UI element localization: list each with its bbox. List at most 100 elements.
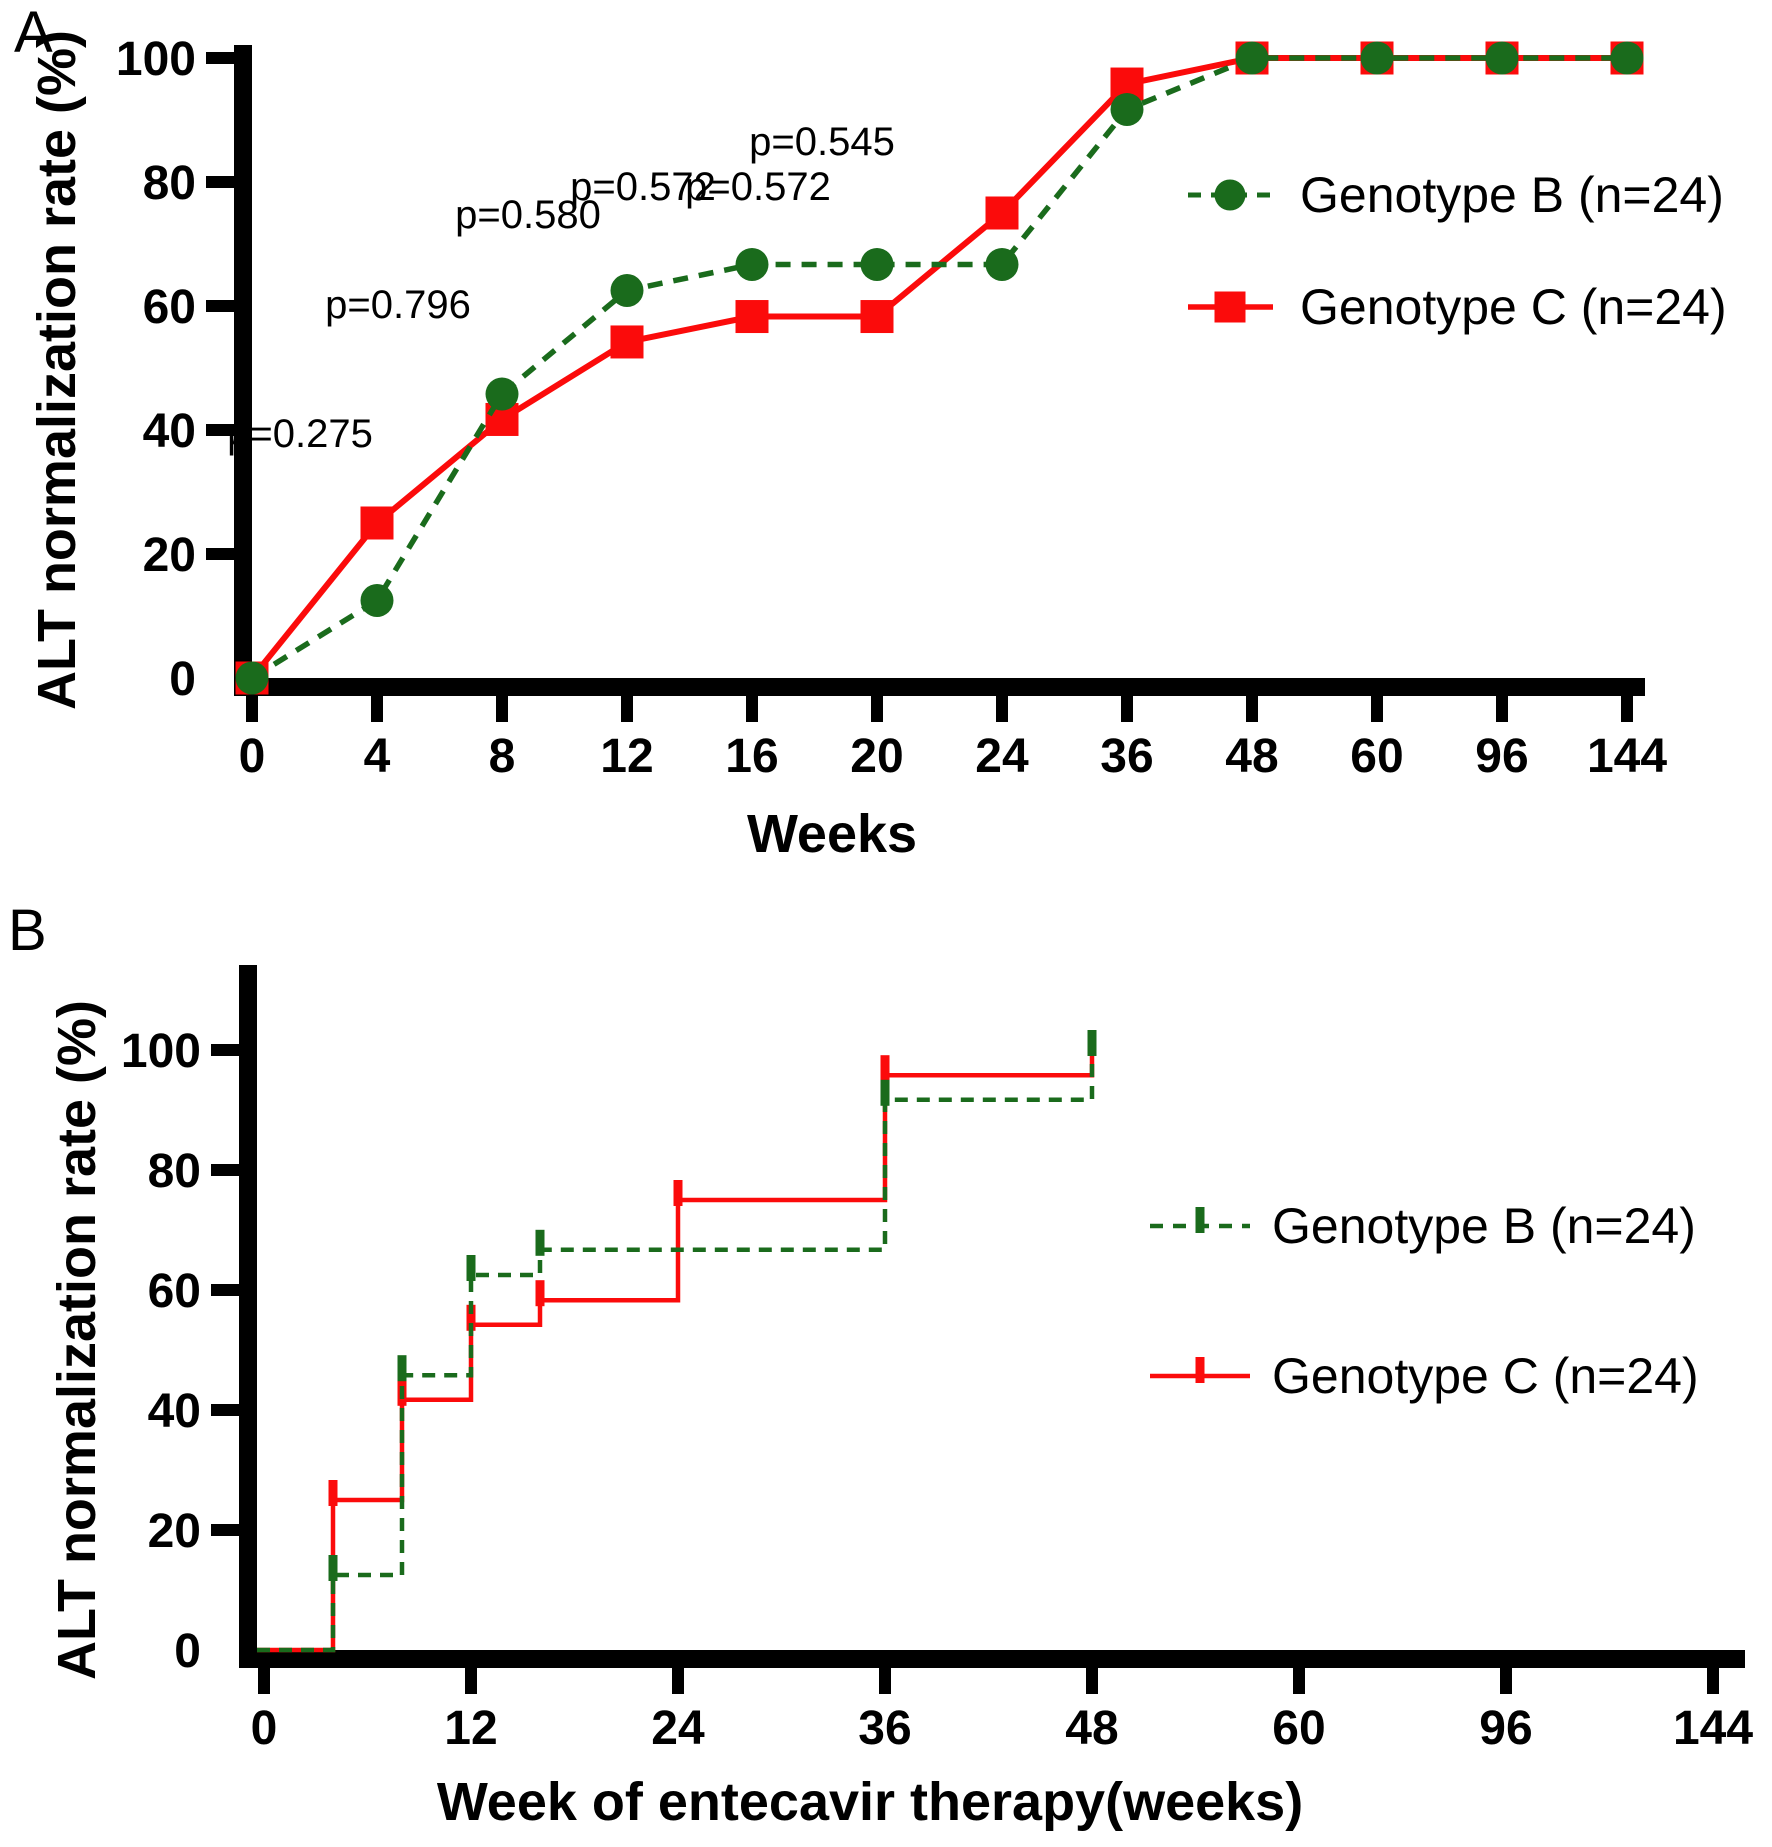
y-tick-label: 100 bbox=[121, 1025, 201, 1078]
y-tick-label: 80 bbox=[143, 157, 196, 210]
square-marker bbox=[985, 196, 1019, 230]
x-tick bbox=[371, 696, 383, 722]
legend-tick-marker bbox=[1195, 1207, 1205, 1233]
x-tick bbox=[1621, 696, 1633, 722]
x-tick-label: 0 bbox=[239, 730, 266, 783]
y-tick bbox=[211, 1044, 239, 1056]
p-value-label: p=0.580 bbox=[455, 193, 601, 237]
x-tick bbox=[1121, 696, 1133, 722]
event-tick-marker bbox=[1087, 1030, 1097, 1056]
x-tick bbox=[465, 1668, 477, 1694]
event-tick-marker bbox=[535, 1280, 545, 1307]
square-marker bbox=[360, 506, 394, 540]
event-tick-marker bbox=[328, 1480, 338, 1506]
legend-tick-marker bbox=[1195, 1357, 1205, 1383]
legend-item-genotype-c: Genotype C (n=24) bbox=[1188, 279, 1727, 335]
legend-item-genotype-c: Genotype C (n=24) bbox=[1150, 1348, 1699, 1404]
y-tick bbox=[206, 548, 234, 560]
legend-item-genotype-b: Genotype B (n=24) bbox=[1188, 167, 1724, 223]
legend-circle-marker bbox=[1214, 179, 1246, 211]
x-tick-label: 144 bbox=[1673, 1702, 1753, 1755]
panel-a-letter: A bbox=[14, 0, 53, 65]
x-tick-label: 0 bbox=[251, 1702, 278, 1755]
x-tick bbox=[621, 696, 633, 722]
y-tick-label: 0 bbox=[169, 653, 196, 706]
y-tick-label: 20 bbox=[148, 1505, 201, 1558]
x-tick-label: 8 bbox=[489, 730, 516, 783]
x-tick bbox=[1293, 1668, 1305, 1694]
x-tick bbox=[1707, 1668, 1719, 1694]
event-tick-marker bbox=[880, 1055, 890, 1082]
event-tick-marker bbox=[328, 1555, 338, 1581]
y-tick bbox=[206, 176, 234, 188]
x-axis-title: Week of entecavir therapy(weeks) bbox=[437, 1772, 1303, 1832]
circle-marker bbox=[360, 584, 394, 617]
y-tick-label: 60 bbox=[148, 1265, 201, 1318]
legend-square-marker bbox=[1214, 291, 1246, 323]
y-axis-title: ALT normalization rate (%) bbox=[27, 30, 87, 710]
x-tick-label: 96 bbox=[1475, 730, 1528, 783]
event-tick-marker bbox=[535, 1229, 545, 1256]
x-tick-label: 48 bbox=[1225, 730, 1278, 783]
p-value-label: p=0.796 bbox=[325, 283, 471, 327]
event-tick-marker bbox=[466, 1255, 476, 1281]
circle-marker bbox=[1235, 41, 1269, 75]
x-tick-label: 36 bbox=[858, 1702, 911, 1755]
circle-marker bbox=[1485, 41, 1519, 75]
y-tick bbox=[211, 1524, 239, 1536]
y-tick-label: 80 bbox=[148, 1145, 201, 1198]
p-value-label: p=0.275 bbox=[227, 412, 373, 456]
x-tick bbox=[1246, 696, 1258, 722]
x-axis-title: Weeks bbox=[747, 804, 917, 864]
x-axis bbox=[234, 678, 1645, 696]
legend-item-genotype-b: Genotype B (n=24) bbox=[1150, 1198, 1696, 1254]
x-tick-label: 48 bbox=[1065, 1702, 1118, 1755]
square-marker bbox=[860, 300, 894, 334]
circle-marker bbox=[1110, 92, 1144, 126]
event-tick-marker bbox=[880, 1079, 890, 1106]
circle-marker bbox=[235, 661, 269, 695]
x-tick bbox=[1086, 1668, 1098, 1694]
circle-marker bbox=[860, 247, 894, 281]
legend-label: Genotype B (n=24) bbox=[1300, 167, 1724, 223]
x-tick-label: 20 bbox=[850, 730, 903, 783]
event-tick-marker bbox=[466, 1304, 476, 1331]
y-tick-label: 40 bbox=[148, 1385, 201, 1438]
y-tick bbox=[211, 1164, 239, 1176]
panel-a-chart: 0 4 8 12 16 20 24 36 48 60 96 144020406080100p=0.27… bbox=[27, 30, 1727, 864]
circle-marker bbox=[985, 247, 1019, 281]
x-tick-label: 24 bbox=[975, 730, 1029, 783]
circle-marker bbox=[485, 377, 519, 411]
y-axis bbox=[234, 45, 252, 696]
square-marker bbox=[610, 325, 644, 359]
series-line-genotype-b bbox=[250, 55, 1627, 681]
legend-label: Genotype C (n=24) bbox=[1300, 279, 1727, 335]
x-tick bbox=[1500, 1668, 1512, 1694]
y-tick bbox=[206, 424, 234, 436]
x-tick bbox=[879, 1668, 891, 1694]
x-tick-label: 4 bbox=[364, 730, 391, 783]
circle-marker bbox=[1610, 41, 1644, 75]
circle-marker bbox=[610, 274, 644, 307]
square-marker bbox=[735, 300, 769, 334]
x-tick-label: 60 bbox=[1272, 1702, 1325, 1755]
y-tick-label: 20 bbox=[143, 529, 196, 582]
x-axis bbox=[239, 1650, 1745, 1668]
x-tick bbox=[672, 1668, 684, 1694]
series-line-genotype-c bbox=[249, 55, 1627, 680]
x-tick-label: 16 bbox=[725, 730, 778, 783]
panel-b-chart: 0 12 24 36 48 60 96 144 0 20 40 60 80 100 Genotype B (… bbox=[47, 965, 1753, 1832]
event-tick-marker bbox=[673, 1180, 683, 1206]
x-tick-label: 12 bbox=[444, 1702, 497, 1755]
x-tick bbox=[871, 696, 883, 722]
y-tick bbox=[211, 1404, 239, 1416]
x-tick bbox=[746, 696, 758, 722]
step-line-genotype-c bbox=[257, 1050, 1095, 1653]
y-tick-label: 100 bbox=[116, 33, 196, 86]
x-tick-label: 12 bbox=[600, 730, 653, 783]
x-tick-label: 96 bbox=[1479, 1702, 1532, 1755]
x-tick bbox=[258, 1668, 270, 1694]
y-tick-label: 60 bbox=[143, 281, 196, 334]
x-tick bbox=[996, 696, 1008, 722]
y-tick bbox=[206, 52, 234, 64]
